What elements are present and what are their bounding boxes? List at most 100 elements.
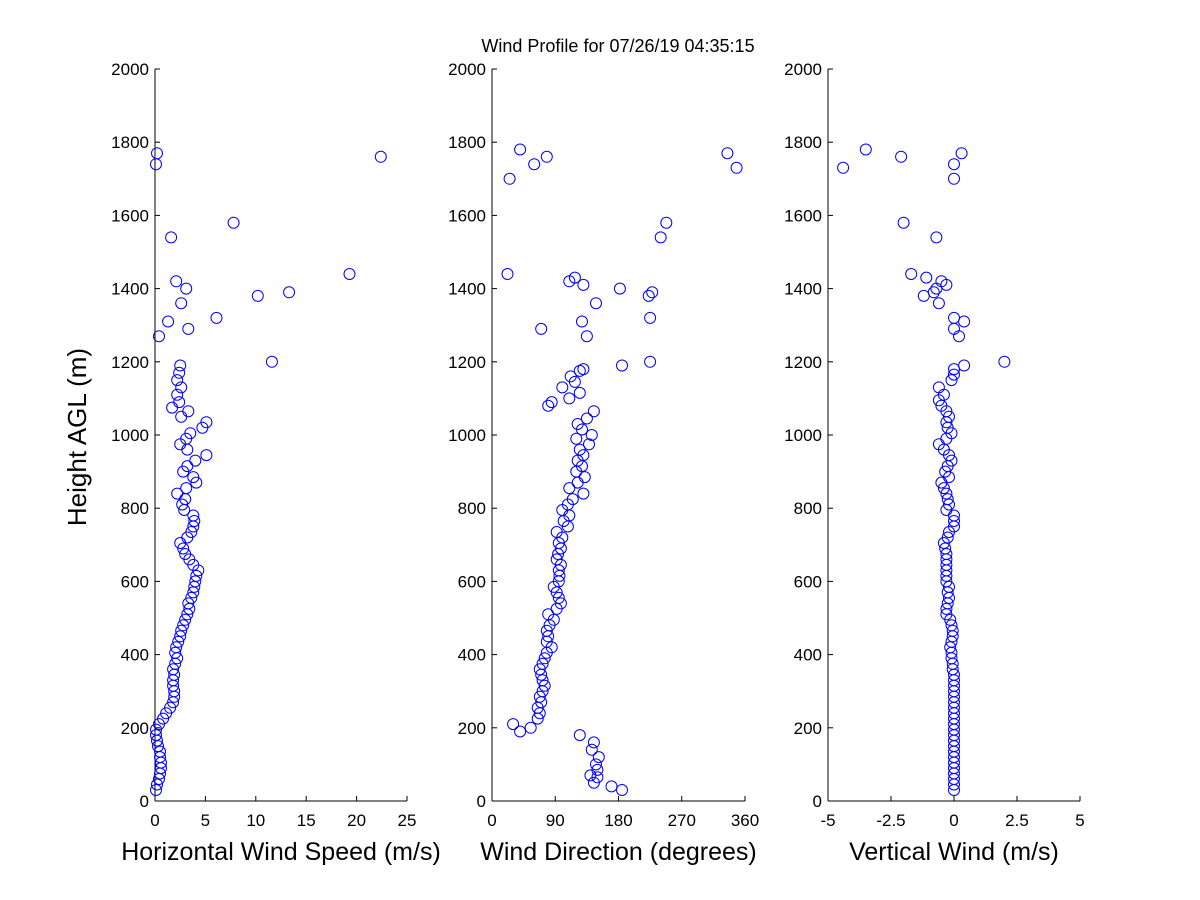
data-point (563, 482, 576, 495)
y-tick-label: 800 (121, 499, 149, 518)
data-point (721, 147, 734, 160)
data-point (501, 268, 514, 280)
data-point (535, 322, 548, 335)
y-tick-label: 1600 (111, 206, 149, 225)
y-tick-label: 400 (458, 646, 486, 665)
y-tick-label: 1600 (448, 206, 486, 225)
y-tick-label: 1800 (448, 133, 486, 152)
y-tick-label: 1200 (784, 353, 822, 372)
data-point (182, 322, 195, 335)
data-point (188, 515, 201, 527)
data-point (374, 150, 387, 163)
x-tick-label: 5 (1075, 811, 1084, 830)
y-tick-label: 400 (121, 646, 149, 665)
y-tick-label: 600 (458, 572, 486, 591)
data-point (642, 289, 655, 302)
x-tick-label: 360 (731, 811, 759, 830)
data-point (577, 487, 590, 500)
data-point (507, 718, 520, 731)
data-point (550, 526, 563, 538)
data-point (571, 418, 584, 430)
data-point (563, 392, 576, 405)
y-tick-label: 1800 (111, 133, 149, 152)
data-point (940, 602, 953, 615)
data-point (514, 143, 527, 156)
data-point (948, 311, 960, 324)
data-point (573, 729, 586, 742)
data-point (189, 454, 202, 467)
data-point (944, 641, 957, 654)
data-point (540, 150, 553, 163)
data-point (940, 548, 953, 560)
x-axis-label: Vertical Wind (m/s) (849, 838, 1059, 866)
data-point (170, 641, 183, 654)
data-point (591, 763, 604, 776)
data-point (941, 493, 954, 506)
data-point (182, 405, 195, 418)
data-point (151, 778, 163, 791)
data-point (564, 370, 577, 383)
y-tick-label: 1400 (111, 280, 149, 299)
y-tick-label: 1200 (111, 353, 149, 372)
data-point (185, 591, 198, 604)
panel-1: 0 200 400 600 800 1000 1200 1400 1600 1800 2000 0 5 1… (111, 60, 441, 866)
data-point (998, 355, 1011, 368)
panel-3: 0 200 400 600 800 1000 1200 1400 1600 1800 2000 -5 -… (784, 60, 1085, 866)
data-point (576, 315, 588, 328)
data-point (175, 624, 188, 637)
data-point (943, 410, 955, 423)
y-tick-label: 2000 (111, 60, 149, 79)
data-point (927, 286, 940, 299)
data-point (172, 635, 185, 648)
data-point (948, 172, 960, 185)
data-point (187, 509, 200, 522)
y-tick-label: 400 (794, 646, 822, 665)
data-point (583, 438, 595, 451)
data-point (154, 745, 166, 758)
data-point (227, 216, 240, 229)
data-point (585, 743, 598, 756)
data-point (590, 297, 602, 310)
y-axis-label: Height AGL (m) (62, 348, 92, 526)
data-point (150, 729, 162, 742)
panel-2: 0 200 400 600 800 1000 1200 1400 1600 1800 2000 0 90… (448, 60, 759, 866)
data-point (935, 399, 948, 412)
data-point (566, 493, 579, 506)
data-point (177, 619, 190, 632)
data-point (932, 297, 945, 310)
data-point (283, 286, 296, 299)
y-tick-label: 200 (794, 719, 822, 738)
y-tick-label: 1200 (448, 353, 486, 372)
data-point (181, 460, 194, 473)
data-point (940, 487, 953, 500)
data-point (180, 482, 193, 495)
data-point (837, 161, 850, 174)
data-point (580, 330, 593, 343)
data-point (590, 758, 602, 771)
x-tick-label: 25 (398, 811, 417, 830)
data-point (533, 663, 546, 676)
data-point (542, 399, 555, 412)
data-point (528, 158, 541, 171)
data-point (905, 268, 918, 280)
data-point (897, 216, 910, 229)
x-tick-label: 270 (668, 811, 696, 830)
data-point (568, 271, 581, 284)
data-point (174, 630, 187, 643)
data-point (179, 613, 192, 626)
y-tick-label: 1000 (784, 426, 822, 445)
x-axis-label: Wind Direction (degrees) (480, 838, 757, 866)
data-point (190, 476, 203, 489)
y-tick-label: 1000 (448, 426, 486, 445)
data-point (175, 297, 188, 310)
data-point (540, 624, 553, 637)
data-point (171, 374, 184, 387)
data-point (585, 429, 598, 441)
data-point (613, 282, 626, 295)
data-point (177, 542, 190, 555)
y-tick-label: 800 (458, 499, 486, 518)
y-tick-label: 600 (794, 572, 822, 591)
data-point (570, 432, 583, 445)
y-tick-label: 0 (140, 792, 149, 811)
